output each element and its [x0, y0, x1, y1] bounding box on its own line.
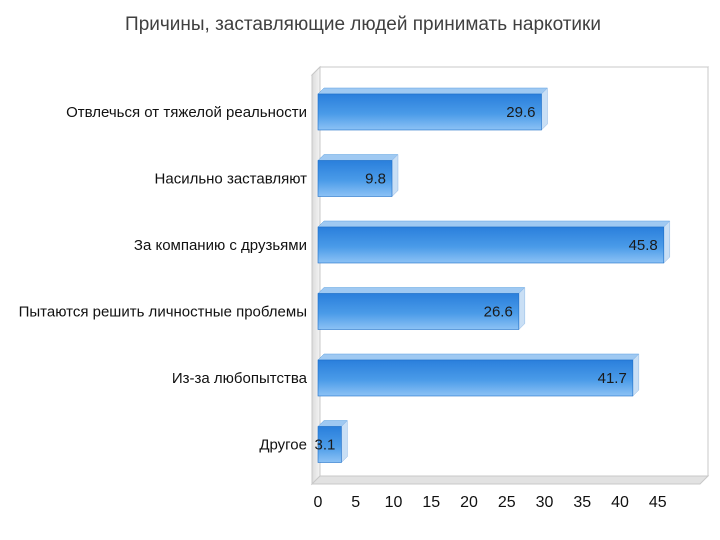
- x-tick-1: 5: [351, 494, 360, 511]
- bar-3: [317, 286, 526, 331]
- bar-1: [317, 153, 399, 198]
- x-tick-8: 40: [611, 494, 629, 511]
- bar-0: [317, 87, 549, 131]
- data-label-4: 41.7: [598, 370, 627, 387]
- chart-title: Причины, заставляющие людей принимать на…: [125, 14, 601, 35]
- category-labels: Отвлечься от тяжелой реальности Насильно …: [19, 104, 308, 454]
- category-label-0: Отвлечься от тяжелой реальности: [66, 104, 307, 121]
- x-tick-0: 0: [314, 494, 323, 511]
- category-label-5: Другое: [259, 437, 307, 454]
- data-label-0: 29.6: [506, 104, 535, 121]
- x-tick-9: 45: [649, 494, 667, 511]
- data-label-5: 3.1: [315, 437, 336, 454]
- x-tick-5: 25: [498, 494, 516, 511]
- category-label-3: Пытаются решить личностные проблемы: [19, 304, 307, 321]
- data-label-1: 9.8: [365, 171, 386, 188]
- data-label-3: 26.6: [484, 304, 513, 321]
- x-tick-4: 20: [460, 494, 478, 511]
- data-label-2: 45.8: [629, 237, 658, 254]
- category-label-2: За компанию с друзьями: [134, 237, 307, 254]
- category-label-4: Из-за любопытства: [172, 370, 308, 387]
- x-tick-2: 10: [385, 494, 403, 511]
- x-tick-3: 15: [422, 494, 440, 511]
- bar-4: [317, 353, 640, 397]
- bar-5: [317, 419, 349, 464]
- bar-2: [317, 220, 671, 264]
- x-tick-7: 35: [573, 494, 591, 511]
- bar-series: 29.6 9.8 45.8 26.6 41.7 3.1: [315, 87, 671, 464]
- x-axis-ticks: 0 5 10 15 20 25 30 35 40 45: [314, 494, 667, 511]
- x-tick-6: 30: [536, 494, 554, 511]
- plot-area: [310, 65, 710, 486]
- category-label-1: Насильно заставляют: [155, 171, 308, 188]
